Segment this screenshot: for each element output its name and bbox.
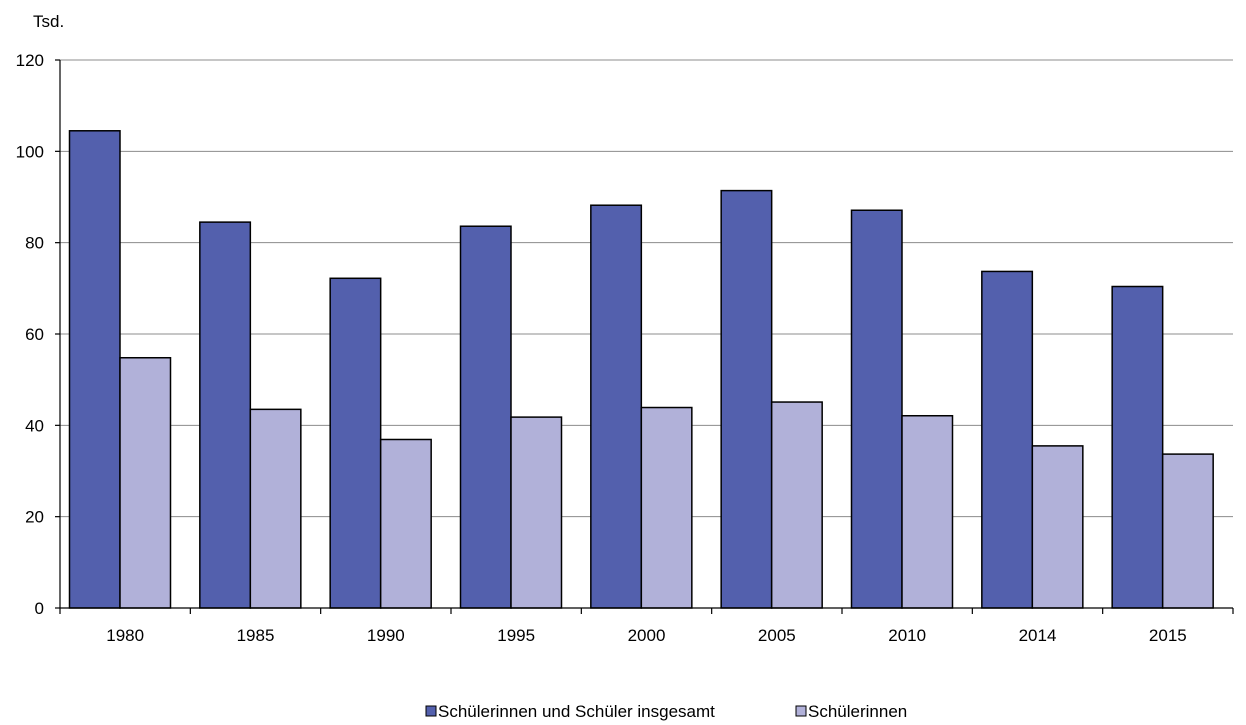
- bar-total-1980: [68, 130, 121, 609]
- bar-total-2015: [1111, 285, 1164, 609]
- bar-total-2010: [850, 209, 903, 609]
- bar-female-2010: [901, 414, 954, 609]
- y-tick-labels: 0 20 40 60 80 100 120: [16, 51, 44, 618]
- y-tick-label-40: 40: [25, 416, 44, 435]
- bar-female-1985: [249, 408, 302, 609]
- bar-female-2014: [1031, 445, 1084, 609]
- bar-female-2005: [770, 401, 823, 609]
- x-tick-label-2005: 2005: [758, 626, 796, 645]
- y-tick-label-0: 0: [35, 599, 44, 618]
- y-tick-label-120: 120: [16, 51, 44, 70]
- bar-total-1995: [459, 225, 512, 609]
- y-tick-label-60: 60: [25, 325, 44, 344]
- x-tick-label-1990: 1990: [367, 626, 405, 645]
- legend: Schülerinnen und Schüler insgesamt Schüle…: [425, 702, 907, 721]
- x-tick-label-2000: 2000: [628, 626, 666, 645]
- bar-total-1990: [329, 277, 382, 609]
- bar-total-2014: [981, 270, 1034, 609]
- y-tick-label-20: 20: [25, 508, 44, 527]
- x-tick-label-2015: 2015: [1149, 626, 1187, 645]
- bar-female-2015: [1161, 453, 1214, 609]
- unit-label: Tsd.: [33, 12, 64, 31]
- bar-female-1990: [379, 438, 432, 609]
- legend-swatch-female: [795, 705, 807, 717]
- bar-total-1985: [199, 221, 252, 609]
- legend-label-total: Schülerinnen und Schüler insgesamt: [438, 702, 715, 721]
- x-tick-label-2014: 2014: [1019, 626, 1057, 645]
- axes: [55, 59, 1234, 614]
- y-tick-label-100: 100: [16, 142, 44, 161]
- x-tick-label-2010: 2010: [888, 626, 926, 645]
- bar-total-2000: [590, 204, 643, 609]
- bar-female-2000: [640, 406, 693, 609]
- legend-label-female: Schülerinnen: [808, 702, 907, 721]
- bar-female-1995: [510, 416, 563, 609]
- x-tick-label-1980: 1980: [106, 626, 144, 645]
- x-tick-label-1995: 1995: [497, 626, 535, 645]
- bar-total-2005: [720, 189, 773, 609]
- y-tick-label-80: 80: [25, 234, 44, 253]
- bars: [68, 130, 1214, 609]
- bar-female-1980: [119, 356, 172, 609]
- x-tick-label-1985: 1985: [237, 626, 275, 645]
- x-tick-labels: 1980 1985 1990 1995 2000 2005 2010 2014 2015: [106, 626, 1186, 645]
- legend-swatch-total: [425, 705, 437, 717]
